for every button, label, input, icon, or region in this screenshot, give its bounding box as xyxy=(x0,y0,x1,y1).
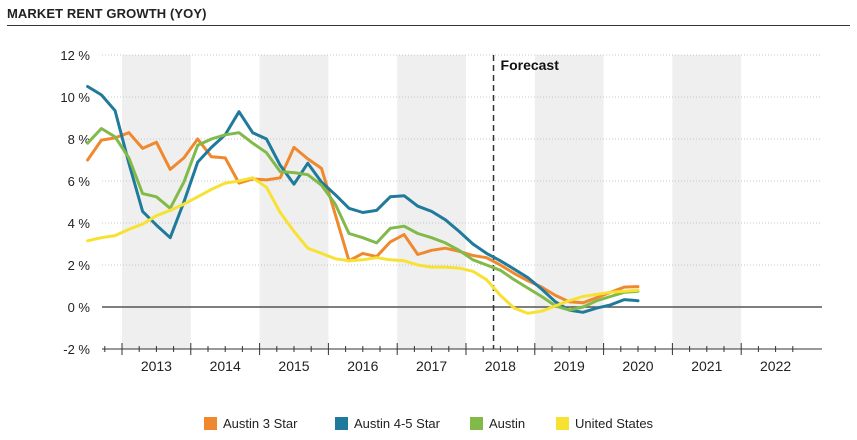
year-bands xyxy=(122,55,742,349)
legend-item: Austin 4-5 Star xyxy=(335,416,440,431)
series-lines xyxy=(86,85,640,315)
y-tick-label: 12 % xyxy=(60,48,90,63)
x-tick-label: 2018 xyxy=(485,358,516,374)
series-line-united-states xyxy=(86,176,640,315)
chart-title: MARKET RENT GROWTH (YOY) xyxy=(7,6,207,21)
y-tick-label: 6 % xyxy=(68,174,91,189)
legend-item: Austin 3 Star xyxy=(204,416,297,431)
x-tick-label: 2022 xyxy=(760,358,791,374)
series-line-austin-3-star xyxy=(86,131,640,305)
year-band-2017 xyxy=(397,55,466,349)
x-tick-label: 2020 xyxy=(622,358,653,374)
x-tick-label: 2021 xyxy=(691,358,722,374)
y-tick-label: -2 % xyxy=(63,342,90,357)
series-line-austin-4-5-star xyxy=(86,85,640,314)
legend-label: Austin 4-5 Star xyxy=(354,416,440,431)
y-axis-ticks: -2 % 0 % 2 % 4 % 6 % 8 % 10 % 12 % xyxy=(60,48,90,357)
chart-header: MARKET RENT GROWTH (YOY) xyxy=(7,4,850,26)
legend: Austin 3 Star Austin 4-5 Star Austin United… xyxy=(0,416,857,434)
y-tick-label: 2 % xyxy=(68,258,91,273)
legend-label: United States xyxy=(575,416,654,431)
forecast-label: Forecast xyxy=(501,57,560,73)
legend-item: United States xyxy=(556,416,653,431)
y-tick-label: 4 % xyxy=(68,216,91,231)
year-band-2013 xyxy=(122,55,191,349)
year-band-2019 xyxy=(534,55,604,349)
y-tick-label: 10 % xyxy=(60,90,90,105)
x-tick-label: 2019 xyxy=(554,358,585,374)
legend-item: Austin xyxy=(470,416,525,431)
series-line-austin xyxy=(86,127,640,312)
year-band-2015 xyxy=(259,55,329,349)
x-tick-label: 2016 xyxy=(347,358,378,374)
x-tick-label: 2014 xyxy=(210,358,241,374)
legend-swatch xyxy=(335,417,348,430)
x-axis: 2013 2014 2015 2016 2017 2018 2019 2020 2021 2022 xyxy=(102,343,822,374)
legend-label: Austin xyxy=(489,416,526,431)
forecast-marker: Forecast xyxy=(492,55,560,349)
x-tick-label: 2015 xyxy=(278,358,309,374)
y-tick-label: 8 % xyxy=(68,132,91,147)
x-tick-label: 2013 xyxy=(141,358,172,374)
y-tick-label: 0 % xyxy=(68,300,91,315)
year-band-2021 xyxy=(672,55,742,349)
legend-swatch xyxy=(470,417,483,430)
legend-swatch xyxy=(556,417,569,430)
legend-label: Austin 3 Star xyxy=(223,416,298,431)
legend-swatch xyxy=(204,417,217,430)
x-tick-label: 2017 xyxy=(416,358,447,374)
